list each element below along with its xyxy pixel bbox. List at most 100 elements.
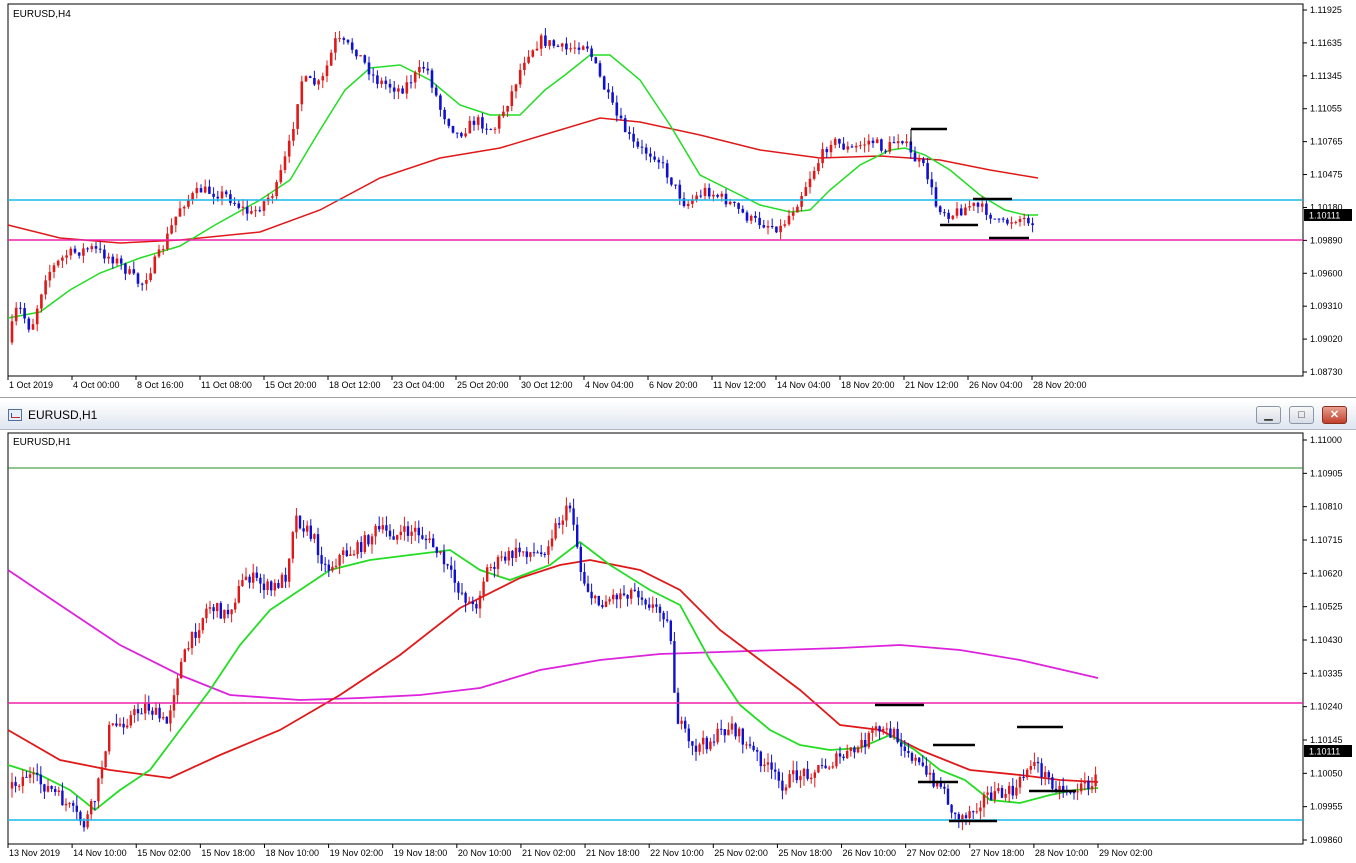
candle-bull — [529, 552, 532, 557]
candle-bull — [936, 781, 939, 787]
candle-bear — [119, 258, 123, 264]
candle-bear — [77, 252, 81, 256]
h4-time-axis-label: 4 Oct 00:00 — [73, 380, 120, 390]
candle-bull — [829, 144, 833, 153]
candle-bear — [900, 742, 903, 747]
candle-bear — [258, 210, 262, 212]
candle-bear — [932, 772, 935, 787]
candle-bear — [1051, 777, 1054, 789]
candle-bear — [255, 572, 258, 578]
candle-bear — [421, 535, 424, 539]
candle-bear — [628, 132, 631, 134]
candle-bear — [842, 756, 845, 759]
candle-bear — [1027, 217, 1030, 224]
h1-chart[interactable]: EURUSD,H1 1.11000 1.10905 1.10810 1.10715 1.… — [0, 430, 1356, 863]
h1-price-axis-label: 1.10905 — [1310, 468, 1343, 478]
h1-time-axis-label: 20 Nov 10:00 — [458, 848, 512, 858]
h4-chart[interactable]: EURUSD,H4 1.11925 1.11635 1.11345 1.11055 1.… — [0, 0, 1356, 397]
candle-bear — [745, 212, 749, 221]
candle-bull — [1029, 766, 1032, 770]
candle-bull — [1094, 774, 1097, 787]
candle-bull — [569, 48, 572, 50]
candle-bear — [147, 703, 150, 711]
candle-bull — [859, 145, 862, 147]
candle-bull — [928, 772, 932, 775]
candle-bull — [10, 782, 14, 789]
h1-price-axis-label: 1.10810 — [1310, 502, 1343, 512]
candle-bear — [212, 193, 215, 197]
candle-bear — [705, 737, 708, 750]
candle-bear — [943, 212, 946, 214]
candle-bull — [170, 225, 173, 234]
candle-bull — [273, 583, 276, 591]
candle-bull — [279, 170, 283, 183]
h4-plot-area[interactable] — [7, 3, 1304, 377]
candle-bull — [796, 206, 799, 213]
candle-bear — [907, 751, 910, 753]
h1-current-price-bg — [1304, 745, 1352, 757]
candle-bear — [237, 203, 241, 208]
candle-bull — [961, 815, 964, 822]
candle-bear — [229, 194, 232, 203]
h4-symbol-label: EURUSD,H4 — [13, 9, 71, 20]
h1-time-axis-label: 29 Nov 02:00 — [1099, 848, 1153, 858]
candle-bull — [363, 535, 366, 552]
candle-bear — [259, 577, 262, 584]
candle-bull — [283, 156, 287, 170]
h4-chart-window[interactable]: EURUSD,H4 1.11925 1.11635 1.11345 1.11055 1.… — [0, 0, 1356, 398]
candle-bull — [703, 187, 707, 196]
candle-bull — [296, 104, 299, 129]
candle-bull — [808, 178, 812, 188]
candle-bear — [443, 109, 446, 120]
candle-bear — [586, 583, 590, 592]
h1-window-titlebar[interactable]: EURUSD,H1 ▁ □ ✕ — [0, 402, 1356, 430]
candle-bear — [637, 590, 640, 598]
candle-bear — [485, 128, 488, 130]
candle-bull — [68, 803, 71, 805]
candle-bear — [636, 141, 640, 147]
h4-price-axis-label: 1.09020 — [1310, 334, 1343, 344]
candle-bear — [151, 710, 154, 715]
candle-bear — [640, 146, 644, 148]
candle-bull — [90, 801, 93, 815]
candle-bear — [825, 149, 829, 153]
candle-bull — [698, 744, 701, 752]
candle-bull — [612, 594, 615, 600]
candle-bull — [241, 206, 245, 208]
candle-bull — [349, 554, 352, 556]
candle-bear — [378, 526, 381, 530]
candle-bear — [327, 564, 330, 571]
candle-bear — [124, 263, 127, 274]
candle-bear — [930, 179, 934, 188]
candle-bear — [901, 141, 904, 144]
candle-bear — [136, 709, 140, 714]
candle-bull — [651, 604, 654, 608]
candle-bear — [61, 790, 64, 806]
candle-bull — [191, 193, 194, 200]
candle-bull — [187, 648, 190, 650]
minimize-button[interactable]: ▁ — [1256, 406, 1281, 424]
candle-bull — [763, 764, 766, 767]
candle-bear — [577, 47, 581, 50]
h4-price-axis-label: 1.08730 — [1310, 367, 1343, 377]
h4-time-axis-label: 21 Nov 12:00 — [905, 380, 959, 390]
candle-bull — [48, 271, 52, 281]
close-button[interactable]: ✕ — [1322, 406, 1347, 424]
h1-time-axis-label: 26 Nov 10:00 — [843, 848, 897, 858]
candle-bull — [414, 527, 417, 532]
candle-bear — [93, 801, 96, 803]
h1-chart-window[interactable]: EURUSD,H1 ▁ □ ✕ EURUSD,H1 1.11000 1.10905… — [0, 402, 1356, 863]
candle-bear — [556, 45, 560, 47]
candle-bear — [1011, 785, 1014, 796]
candle-bear — [75, 805, 78, 812]
maximize-button[interactable]: □ — [1289, 406, 1314, 424]
candle-bull — [439, 551, 442, 553]
candle-bull — [317, 80, 320, 85]
h1-plot-area[interactable] — [7, 432, 1304, 845]
h1-time-axis-label: 25 Nov 18:00 — [778, 848, 832, 858]
candle-bull — [230, 609, 233, 615]
candle-bear — [536, 552, 539, 554]
candle-bear — [850, 146, 854, 148]
candle-bear — [226, 609, 230, 615]
candle-bear — [422, 67, 425, 69]
